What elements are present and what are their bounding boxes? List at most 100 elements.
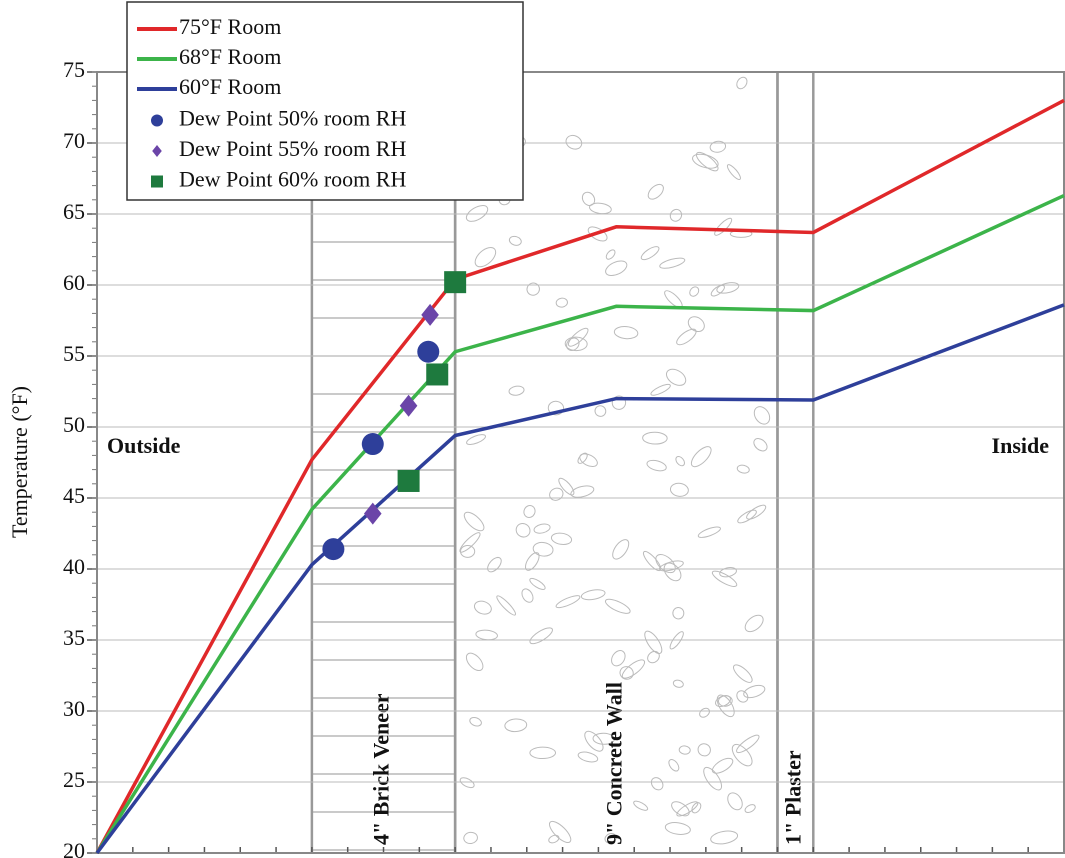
aggregate [578,451,600,469]
aggregate [729,741,756,769]
aggregate [667,758,681,773]
aggregate [551,532,573,546]
aggregate [504,718,527,732]
aggregate [593,404,608,419]
aggregate [735,75,749,90]
aggregate [533,523,551,535]
aggregate [674,455,686,468]
dew-point [444,271,466,293]
aggregate [604,596,632,616]
dew-point [426,363,448,385]
aggregate [610,393,629,412]
aggregate [710,829,739,846]
y-tick-label: 45 [63,483,85,508]
aggregate [731,662,755,685]
aggregate [698,706,711,719]
y-tick-label: 20 [63,838,85,858]
aggregate [645,182,666,202]
region-label: 9" Concrete Wall [601,682,626,845]
aggregate [618,665,635,682]
y-tick-label: 75 [63,57,85,82]
aggregate [458,530,483,554]
aggregate [605,248,617,260]
y-tick-label: 65 [63,199,85,224]
aggregate [460,545,474,557]
aggregate [670,482,690,497]
aggregate [697,525,721,540]
aggregate [475,629,497,640]
series-line [97,196,1064,853]
aggregate [751,404,773,427]
aggregate [610,537,632,562]
aggregate [564,133,584,152]
aggregate [659,256,686,270]
aggregate [603,258,629,278]
aggregate [736,464,750,474]
aggregate [609,648,628,668]
aggregate [742,683,766,700]
dew-point [417,341,439,363]
aggregate [530,747,556,759]
aggregate [469,716,483,728]
aggregate [725,790,745,812]
aggregate [580,190,597,208]
aggregate [649,775,665,792]
aggregate [508,385,524,396]
aggregate [696,741,713,758]
y-tick-label: 30 [63,696,85,721]
aggregate [522,504,537,520]
aggregate [495,594,518,617]
side-label: Outside [107,433,181,458]
legend-label: 60°F Room [179,74,281,99]
aggregate [665,821,692,836]
aggregate [548,834,560,844]
y-tick-label: 60 [63,270,85,295]
region-label: 1" Plaster [780,750,805,845]
aggregate [463,831,478,844]
chart: Temperature (°F) 4" Brick Veneer9" Concr… [0,0,1065,858]
aggregate [485,555,504,574]
aggregate [577,750,599,764]
aggregate [672,607,684,619]
aggregate [694,149,721,173]
aggregate [556,297,568,307]
aggregate [576,451,589,465]
aggregate [632,799,649,812]
aggregate [532,541,554,557]
legend-label: 68°F Room [179,44,281,69]
dew-point [362,433,384,455]
y-tick-label: 25 [63,767,85,792]
aggregate [650,382,672,397]
legend-label: Dew Point 60% room RH [179,167,406,192]
aggregate [525,281,541,297]
aggregate [673,679,685,688]
aggregate [614,326,639,340]
aggregate [645,649,661,665]
aggregate [679,745,691,755]
aggregate [646,458,668,472]
legend-label: 75°F Room [179,14,281,39]
series-line [97,100,1064,853]
y-tick-label: 35 [63,625,85,650]
aggregate [688,444,714,470]
region-label: 4" Brick Veneer [369,693,394,845]
legend-swatch [151,176,163,188]
aggregate [556,476,576,497]
y-tick-label: 40 [63,554,85,579]
aggregate [742,612,766,635]
aggregate [710,283,727,298]
aggregate [528,576,546,591]
aggregate [589,202,612,215]
aggregate [710,755,735,776]
legend-label: Dew Point 50% room RH [179,106,406,131]
aggregate [643,432,668,444]
aggregate [726,163,743,181]
aggregate [674,326,698,347]
aggregate [555,593,581,609]
aggregate [520,587,536,604]
y-tick-label: 55 [63,341,85,366]
aggregate [546,818,574,845]
aggregate [464,202,490,224]
aggregate [463,650,486,673]
aggregate [690,801,703,815]
